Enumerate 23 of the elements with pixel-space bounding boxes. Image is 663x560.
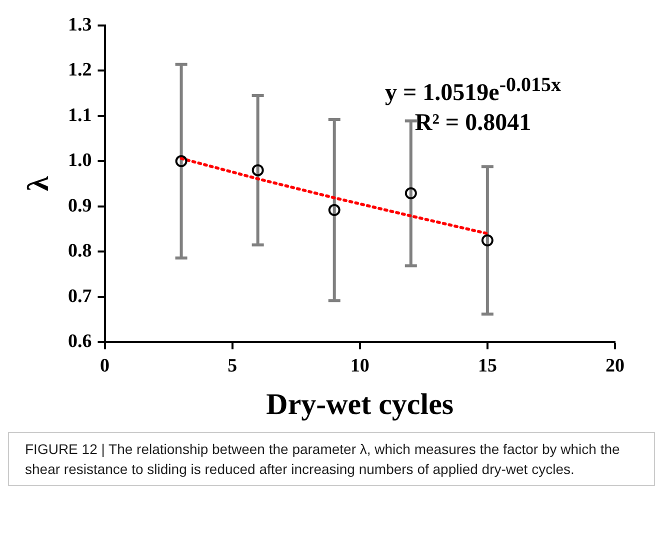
- y-tick-label: 1.3: [68, 14, 92, 36]
- annotation: y = 1.0519e$^{-0.015x}$: [384, 73, 562, 108]
- y-tick-label: 0.8: [68, 240, 92, 262]
- y-tick-label: 1.0: [68, 150, 92, 172]
- y-axis-title: λ: [22, 176, 55, 192]
- y-tick-label: 0.9: [68, 195, 92, 216]
- x-tick-label: 10: [350, 356, 370, 377]
- point: [481, 234, 494, 246]
- caption: FIGURE 12 | The relationship between the parameter λ, which measures the factor by which the shear resistance to sliding is reduced after increasing numbers of applied dry-wet cycles.: [8, 432, 655, 486]
- point: [328, 204, 340, 216]
- x-tick-label: 20: [606, 356, 624, 377]
- y-tick-label: 1.1: [68, 104, 92, 126]
- x-axis-title: Dry-wet cycles: [266, 388, 454, 421]
- y-tick-label: 0.7: [68, 286, 92, 307]
- y-tick-label: 0.6: [68, 331, 92, 352]
- x-tick-label: 5: [228, 356, 238, 377]
- point: [252, 164, 264, 176]
- x-tick-label: 0: [100, 356, 110, 377]
- annotation: R² = 0.8041: [414, 109, 532, 138]
- point: [175, 155, 188, 168]
- x-tick-label: 15: [478, 356, 497, 377]
- point: [404, 187, 417, 200]
- y-tick-label: 1.2: [68, 60, 92, 81]
